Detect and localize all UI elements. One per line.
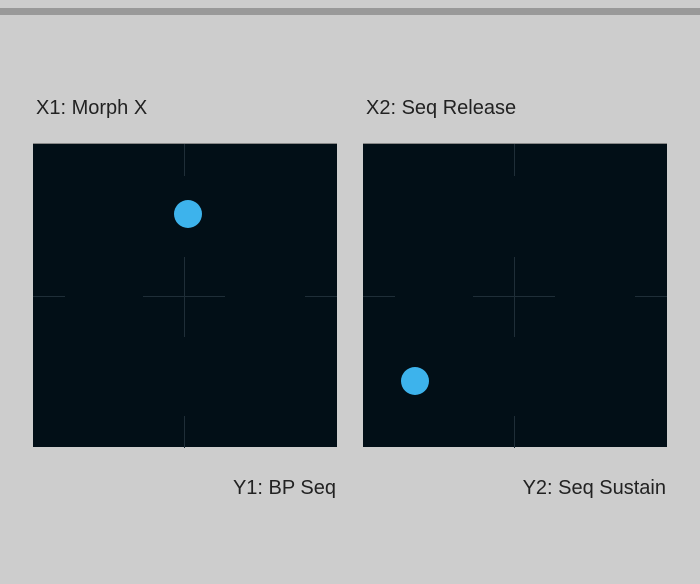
crosshair-line [514,257,515,337]
crosshair-line [305,296,337,297]
crosshair-line [514,416,515,448]
crosshair-line [184,144,185,176]
crosshair-line [184,416,185,448]
x2-label: X2: Seq Release [366,97,517,119]
crosshair-line [635,296,667,297]
y1-label: Y1: BP Seq [232,477,336,499]
crosshair-line [184,257,185,337]
crosshair-line [363,296,395,297]
top-divider [0,8,700,15]
crosshair-line [514,144,515,176]
crosshair-line [473,296,555,297]
xy-handle[interactable] [400,367,429,396]
xy-pad-2[interactable] [363,143,667,448]
x1-label: X1: Morph X [36,97,148,119]
crosshair-line [33,296,65,297]
y2-label: Y2: Seq Sustain [522,477,666,499]
xy-pad-1[interactable] [33,143,337,448]
xy-handle[interactable] [174,199,203,228]
crosshair-line [143,296,225,297]
